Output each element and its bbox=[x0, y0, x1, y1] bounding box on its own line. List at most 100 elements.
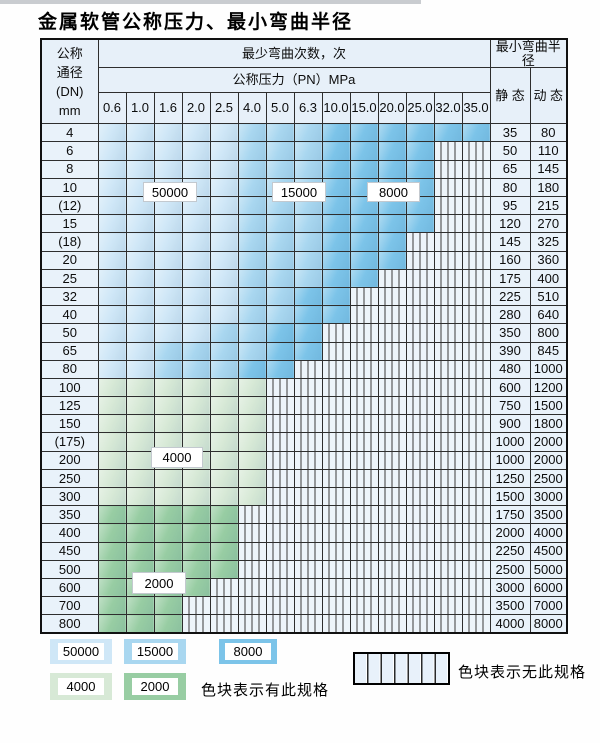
spec-cell-none bbox=[377, 505, 407, 525]
spec-cell-none bbox=[461, 468, 491, 489]
spec-cell-g1 bbox=[181, 487, 211, 507]
static-value-cell: 350 bbox=[489, 323, 531, 343]
spec-cell-b3 bbox=[405, 123, 435, 143]
spec-cell-none bbox=[377, 614, 407, 634]
spec-cell-g1 bbox=[181, 377, 211, 398]
spec-cell-none bbox=[377, 305, 407, 325]
static-value-cell: 175 bbox=[489, 268, 531, 288]
spec-cell-b1 bbox=[209, 268, 239, 288]
spec-cell-none bbox=[321, 377, 351, 398]
spec-cell-b2 bbox=[209, 341, 239, 361]
legend-chip-50000: 50000 bbox=[50, 639, 112, 664]
spec-cell-b3 bbox=[377, 123, 407, 143]
spec-cell-g1 bbox=[237, 450, 267, 470]
static-value-cell: 2000 bbox=[489, 523, 531, 543]
dn-cell: 700 bbox=[40, 596, 99, 616]
spec-cell-none bbox=[405, 323, 435, 343]
spec-cell-g1 bbox=[97, 487, 127, 507]
spec-cell-g1 bbox=[209, 468, 239, 489]
spec-cell-g1 bbox=[125, 468, 155, 489]
dynamic-value-cell: 2000 bbox=[529, 432, 568, 452]
dn-cell: 150 bbox=[40, 414, 99, 434]
dn-cell: 25 bbox=[40, 268, 99, 288]
spec-cell-g2 bbox=[97, 505, 127, 525]
spec-cell-g1 bbox=[153, 468, 183, 489]
spec-cell-b1 bbox=[97, 232, 127, 252]
spec-cell-none bbox=[349, 468, 379, 489]
spec-cell-none bbox=[321, 614, 351, 634]
spec-cell-g1 bbox=[125, 396, 155, 416]
dn-cell: 32 bbox=[40, 286, 99, 307]
table-row: 125 750 1500 bbox=[40, 396, 568, 416]
spec-cell-b1 bbox=[97, 268, 127, 288]
dn-cell: 65 bbox=[40, 341, 99, 361]
spec-cell-b3 bbox=[377, 159, 407, 179]
dynamic-value-cell: 2000 bbox=[529, 450, 568, 470]
spec-cell-b1 bbox=[153, 323, 183, 343]
spec-cell-b1 bbox=[181, 214, 211, 234]
spec-cell-b1 bbox=[181, 159, 211, 179]
spec-cell-b2 bbox=[181, 359, 211, 379]
header-pressure-value: 10.0 bbox=[321, 92, 351, 125]
dynamic-value-cell: 640 bbox=[529, 305, 568, 325]
spec-cell-none bbox=[265, 596, 295, 616]
table-row: 80 480 1000 bbox=[40, 359, 568, 379]
legend-chip-15000: 15000 bbox=[124, 639, 186, 664]
dynamic-value-cell: 145 bbox=[529, 159, 568, 179]
spec-cell-none bbox=[377, 468, 407, 489]
dynamic-value-cell: 6000 bbox=[529, 577, 568, 598]
legend-chip-2000: 2000 bbox=[124, 673, 186, 700]
dn-cell: 450 bbox=[40, 541, 99, 561]
spec-cell-b2 bbox=[265, 268, 295, 288]
dn-cell: 350 bbox=[40, 505, 99, 525]
spec-cell-g1 bbox=[209, 432, 239, 452]
legend-chip-label: 15000 bbox=[132, 643, 178, 660]
spec-cell-g2 bbox=[181, 577, 211, 598]
table-label-50000: 50000 bbox=[143, 182, 197, 202]
spec-cell-g1 bbox=[153, 377, 183, 398]
spec-cell-none bbox=[321, 414, 351, 434]
spec-cell-none bbox=[321, 341, 351, 361]
static-value-cell: 50 bbox=[489, 141, 531, 161]
dn-cell: 20 bbox=[40, 250, 99, 270]
legend-no-spec-text: 色块表示无此规格 bbox=[458, 664, 587, 681]
spec-cell-g1 bbox=[125, 377, 155, 398]
header-pressure-value: 2.0 bbox=[181, 92, 211, 125]
spec-cell-none bbox=[461, 487, 491, 507]
spec-cell-g1 bbox=[237, 377, 267, 398]
spec-cell-none bbox=[377, 559, 407, 579]
spec-cell-b3 bbox=[321, 286, 351, 307]
spec-cell-none bbox=[349, 577, 379, 598]
spec-cell-none bbox=[209, 596, 239, 616]
spec-cell-none bbox=[349, 541, 379, 561]
spec-cell-b2 bbox=[237, 232, 267, 252]
spec-cell-none bbox=[433, 159, 463, 179]
spec-cell-none bbox=[321, 541, 351, 561]
table-row: 250 1250 2500 bbox=[40, 468, 568, 489]
spec-cell-b2 bbox=[153, 359, 183, 379]
spec-cell-b2 bbox=[293, 123, 323, 143]
spec-cell-b3 bbox=[349, 141, 379, 161]
spec-cell-none bbox=[293, 359, 323, 379]
table-row: 150 900 1800 bbox=[40, 414, 568, 434]
spec-cell-none bbox=[461, 159, 491, 179]
table-row: 700 3500 7000 bbox=[40, 596, 568, 616]
table-row: 400 2000 4000 bbox=[40, 523, 568, 543]
spec-cell-b1 bbox=[97, 286, 127, 307]
dynamic-value-cell: 2500 bbox=[529, 468, 568, 489]
spec-cell-none bbox=[433, 414, 463, 434]
spec-cell-none bbox=[405, 468, 435, 489]
spec-cell-b1 bbox=[125, 359, 155, 379]
spec-cell-b1 bbox=[209, 123, 239, 143]
table-row: (175) 1000 2000 bbox=[40, 432, 568, 452]
spec-cell-b1 bbox=[125, 214, 155, 234]
spec-cell-b1 bbox=[153, 141, 183, 161]
header-dynamic: 动 态 bbox=[529, 67, 568, 125]
dynamic-value-cell: 360 bbox=[529, 250, 568, 270]
spec-cell-b3 bbox=[293, 286, 323, 307]
static-value-cell: 120 bbox=[489, 214, 531, 234]
dynamic-value-cell: 110 bbox=[529, 141, 568, 161]
spec-cell-none bbox=[349, 487, 379, 507]
spec-cell-b3 bbox=[349, 123, 379, 143]
dynamic-value-cell: 7000 bbox=[529, 596, 568, 616]
